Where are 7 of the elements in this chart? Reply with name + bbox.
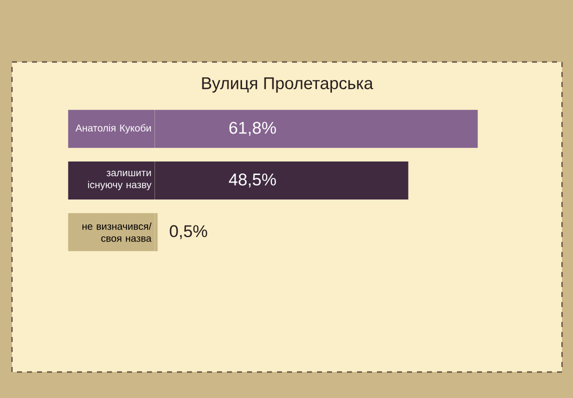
data-label: 0,5% [170, 225, 208, 240]
data-label: 61,8% [229, 122, 276, 136]
data-label: 48,5% [228, 174, 276, 188]
y-tick-label: не визначився/ своя назва [82, 222, 152, 242]
y-tick-label: залишити існуючу назву [88, 170, 152, 190]
chart-title: Вулиця Пролетарська [202, 77, 374, 93]
y-tick-label: Анатолія Кукоби [75, 124, 151, 134]
